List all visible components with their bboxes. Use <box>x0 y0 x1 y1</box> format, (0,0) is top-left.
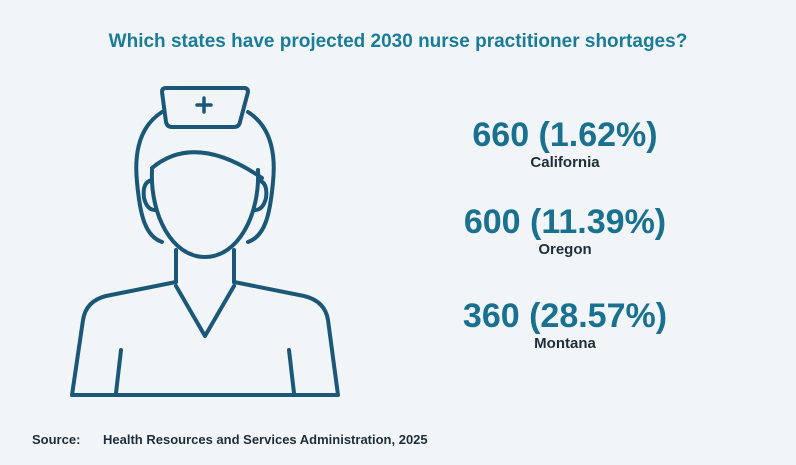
stat: 660 (1.62%) California <box>405 116 725 172</box>
stat-state: California <box>530 154 600 171</box>
stat: 360 (28.57%) Montana <box>405 297 725 353</box>
stat-value: 360 (28.57%) <box>462 297 668 335</box>
title: Which states have projected 2030 nurse p… <box>108 31 688 52</box>
stat-value: 660 (1.62%) <box>472 116 658 154</box>
stat-state: Montana <box>534 335 596 352</box>
stat: 600 (11.39%) Oregon <box>405 203 725 259</box>
source-text: Health Resources and Services Administra… <box>103 432 428 447</box>
stat-value: 600 (11.39%) <box>463 203 667 241</box>
stat-state: Oregon <box>538 241 592 258</box>
source-label: Source: <box>32 432 81 447</box>
nurse-icon <box>70 86 340 397</box>
